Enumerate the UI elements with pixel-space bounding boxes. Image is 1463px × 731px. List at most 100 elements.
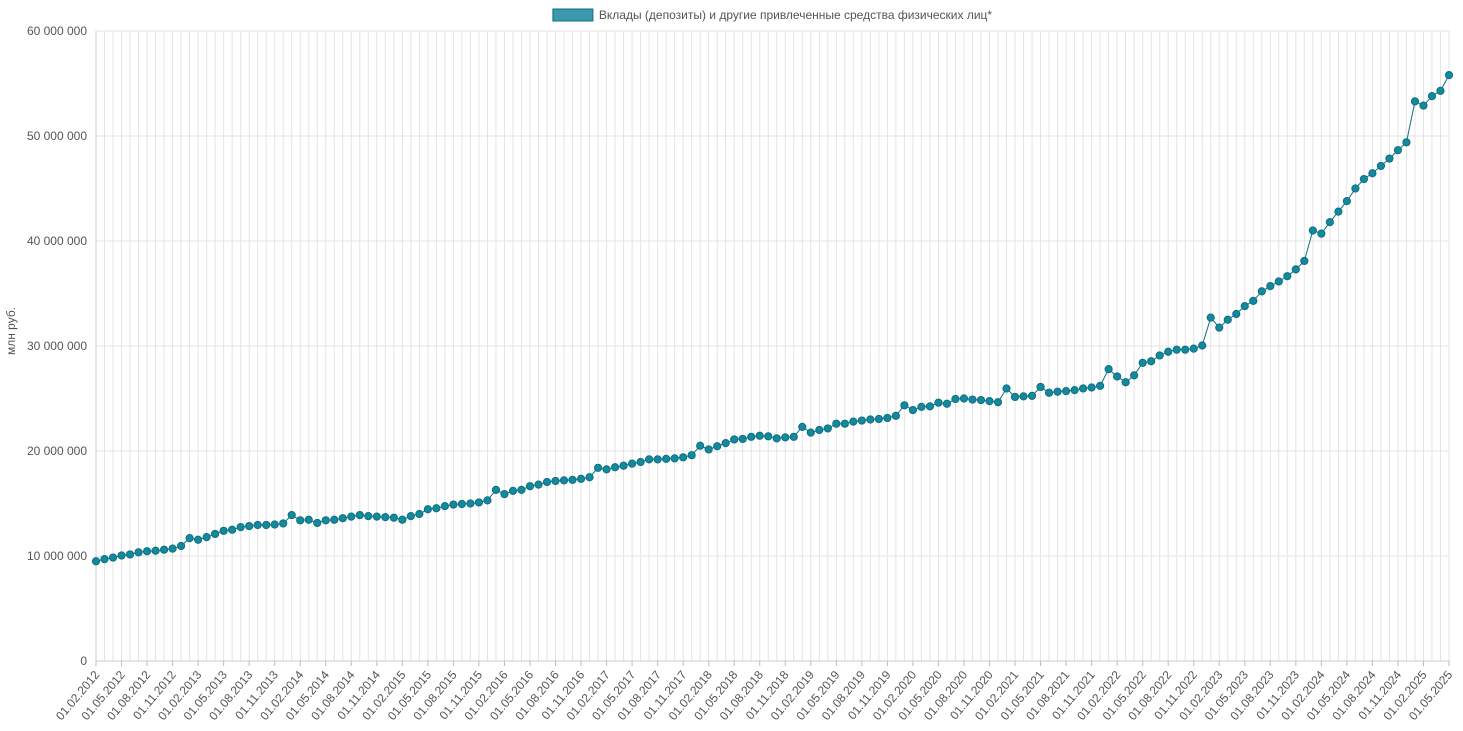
data-point[interactable] [381,513,390,522]
data-point[interactable] [1317,229,1326,238]
data-point[interactable] [1027,391,1037,400]
data-point[interactable] [1036,382,1045,392]
data-point[interactable] [1130,371,1139,380]
data-point[interactable] [696,441,705,450]
data-point[interactable] [832,419,841,428]
data-point[interactable] [993,398,1003,407]
data-point[interactable] [389,513,398,522]
data-point[interactable] [1385,154,1394,163]
data-point[interactable] [228,525,237,534]
data-point[interactable] [500,489,509,499]
data-point[interactable] [279,519,288,528]
data-point[interactable] [211,529,220,539]
data-point[interactable] [1113,372,1122,381]
data-point[interactable] [568,475,577,484]
data-point[interactable] [1044,388,1054,397]
data-point[interactable] [713,442,722,451]
data-point[interactable] [891,411,900,420]
data-point[interactable] [245,521,254,531]
data-point[interactable] [942,399,952,408]
legend-swatch[interactable] [552,8,594,22]
data-point[interactable] [236,523,245,532]
data-point[interactable] [1308,226,1317,235]
data-point[interactable] [1368,169,1377,178]
data-point[interactable] [372,512,381,521]
data-point[interactable] [619,461,628,470]
data-point[interactable] [721,439,730,448]
data-point[interactable] [1121,378,1130,387]
data-point[interactable] [840,419,849,428]
data-point[interactable] [1061,387,1071,396]
data-point[interactable] [1266,282,1275,291]
data-point[interactable] [168,544,177,553]
data-point[interactable] [900,401,909,410]
data-point[interactable] [951,394,960,404]
data-point[interactable] [219,526,228,535]
data-point[interactable] [466,499,475,508]
data-point[interactable] [781,433,790,442]
data-point[interactable] [738,434,747,444]
data-point[interactable] [108,553,118,562]
data-point[interactable] [398,515,407,524]
data-point[interactable] [1019,392,1028,401]
data-point[interactable] [1376,161,1386,171]
data-point[interactable] [627,459,637,468]
data-point[interactable] [253,520,262,530]
data-point[interactable] [185,534,194,543]
data-point[interactable] [355,510,364,520]
data-point[interactable] [679,453,688,462]
data-point[interactable] [542,477,552,487]
data-point[interactable] [959,394,969,403]
data-point[interactable] [874,414,883,424]
data-point[interactable] [1410,97,1420,106]
data-point[interactable] [491,485,501,494]
data-point[interactable] [1198,341,1207,350]
data-point[interactable] [125,550,135,559]
data-point[interactable] [406,512,415,521]
data-point[interactable] [1087,383,1096,392]
data-point[interactable] [1096,381,1105,390]
data-point[interactable] [415,509,424,519]
data-point[interactable] [1206,313,1215,322]
data-point[interactable] [1393,146,1403,155]
data-point[interactable] [474,498,484,507]
data-point[interactable] [1189,344,1198,353]
data-point[interactable] [1147,357,1156,366]
data-point[interactable] [449,500,458,509]
data-point[interactable] [1223,315,1232,324]
data-point[interactable] [1181,345,1190,354]
data-point[interactable] [576,474,586,483]
data-point[interactable] [559,476,569,485]
data-point[interactable] [670,454,679,463]
data-point[interactable] [908,405,918,415]
data-point[interactable] [857,416,866,425]
data-point[interactable] [1291,265,1300,274]
data-point[interactable] [91,557,101,566]
data-point[interactable] [1257,287,1266,296]
data-point[interactable] [1334,207,1343,216]
data-point[interactable] [1325,218,1334,227]
data-point[interactable] [134,548,143,557]
data-point[interactable] [1070,386,1079,395]
data-point[interactable] [985,397,994,406]
data-point[interactable] [313,518,322,528]
data-point[interactable] [525,482,535,491]
data-point[interactable] [815,425,824,435]
data-point[interactable] [747,432,756,441]
data-point[interactable] [534,480,543,489]
data-point[interactable] [806,428,815,437]
data-point[interactable] [662,454,671,463]
data-point[interactable] [423,505,432,514]
data-point[interactable] [883,413,892,423]
data-point[interactable] [925,402,935,411]
data-point[interactable] [347,512,356,521]
data-point[interactable] [1104,365,1113,374]
data-point[interactable] [823,424,832,433]
data-point[interactable] [270,520,279,529]
data-point[interactable] [330,515,339,524]
data-point[interactable] [1342,197,1351,206]
data-point[interactable] [849,417,858,426]
data-point[interactable] [636,457,645,467]
data-point[interactable] [508,486,518,495]
data-point[interactable] [100,555,109,564]
